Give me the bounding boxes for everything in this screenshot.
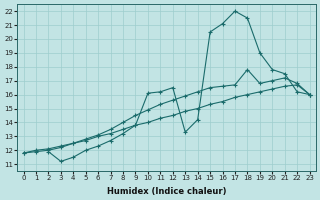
X-axis label: Humidex (Indice chaleur): Humidex (Indice chaleur) bbox=[107, 187, 226, 196]
